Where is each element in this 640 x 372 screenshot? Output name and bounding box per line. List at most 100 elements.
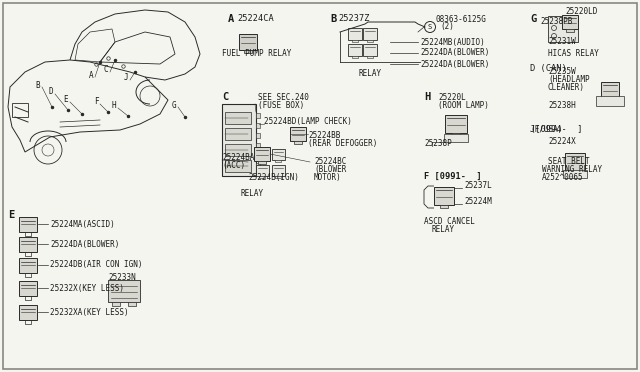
Text: H: H (424, 92, 430, 102)
Bar (271, 148, 285, 160)
Bar (445, 115, 467, 133)
Bar (259, 176, 265, 177)
Text: (ACC): (ACC) (222, 161, 245, 170)
Text: 25238H: 25238H (548, 101, 576, 110)
Text: MOTOR): MOTOR) (314, 173, 342, 182)
Text: FUEL PUMP RELAY: FUEL PUMP RELAY (222, 49, 291, 58)
Text: 25224X: 25224X (548, 137, 576, 146)
Bar (19, 257, 37, 273)
Bar (444, 134, 468, 142)
Bar (244, 50, 252, 53)
Text: (BLOWER: (BLOWER (314, 165, 346, 174)
Text: S: S (428, 24, 432, 30)
Bar (222, 104, 256, 176)
Bar (19, 305, 37, 320)
Bar (562, 15, 578, 29)
Bar (19, 217, 37, 231)
Text: E: E (8, 210, 14, 220)
Text: G: G (530, 14, 536, 24)
Text: D (CAN): D (CAN) (530, 64, 567, 73)
Bar (258, 161, 266, 164)
Bar (367, 40, 373, 42)
Bar (440, 205, 448, 208)
Text: 25224BD(LAMP CHECK): 25224BD(LAMP CHECK) (264, 117, 352, 126)
Text: (2): (2) (440, 22, 454, 31)
Text: CLEANER): CLEANER) (548, 83, 585, 92)
Bar (434, 187, 454, 205)
Text: (REAR DEFOGGER): (REAR DEFOGGER) (308, 139, 378, 148)
Bar (255, 164, 269, 176)
Bar (254, 147, 270, 161)
Text: B: B (330, 14, 336, 24)
Bar (352, 56, 358, 58)
Bar (239, 34, 257, 50)
Bar (596, 96, 624, 106)
Text: 25235W: 25235W (548, 67, 576, 76)
Text: (FUSE BOX): (FUSE BOX) (258, 101, 304, 110)
Text: F: F (93, 97, 99, 106)
Bar (275, 176, 281, 177)
Text: A: A (228, 14, 234, 24)
Text: SEAT BELT: SEAT BELT (548, 157, 589, 166)
Text: G: G (172, 100, 176, 109)
Bar (571, 171, 579, 174)
Bar (108, 280, 140, 302)
Bar (256, 123, 260, 128)
Text: 25232XA(KEY LESS): 25232XA(KEY LESS) (50, 308, 129, 317)
Text: J: J (124, 74, 128, 83)
Text: WARNING RELAY: WARNING RELAY (542, 165, 602, 174)
Bar (367, 56, 373, 58)
Text: 25224CA: 25224CA (237, 14, 274, 23)
Bar (271, 164, 285, 176)
Text: 25224MA(ASCID): 25224MA(ASCID) (50, 219, 115, 228)
Text: ASCD CANCEL: ASCD CANCEL (424, 217, 475, 226)
Text: A: A (89, 71, 93, 80)
Bar (363, 44, 377, 56)
Text: C: C (222, 92, 228, 102)
Text: HICAS RELAY: HICAS RELAY (548, 49, 599, 58)
Bar (256, 113, 260, 118)
Text: 25237Z: 25237Z (338, 14, 369, 23)
Text: RELAY: RELAY (241, 189, 264, 198)
Bar (256, 153, 260, 158)
Text: F [0991-  ]: F [0991- ] (424, 172, 482, 181)
Text: 25224BB: 25224BB (308, 131, 340, 140)
Text: E: E (64, 96, 68, 105)
Text: (F/USA): (F/USA) (530, 125, 563, 134)
Text: 25233N: 25233N (108, 273, 136, 282)
Bar (363, 28, 377, 40)
Text: 25224MB(AUDIO): 25224MB(AUDIO) (420, 38, 484, 46)
Bar (606, 98, 614, 101)
Bar (128, 302, 136, 306)
Bar (112, 302, 120, 306)
Text: (HEADLAMP: (HEADLAMP (548, 75, 589, 84)
Bar (348, 28, 362, 40)
Bar (12, 103, 28, 117)
Text: 25238P: 25238P (424, 139, 452, 148)
Text: 25224B(IGN): 25224B(IGN) (248, 173, 299, 182)
Bar (275, 160, 281, 161)
Text: 25224M: 25224M (464, 197, 492, 206)
Text: 25224DA(BLOWER): 25224DA(BLOWER) (50, 240, 120, 248)
Text: C: C (104, 65, 108, 74)
Text: A252^0065: A252^0065 (542, 173, 584, 182)
Text: 08363-6125G: 08363-6125G (436, 15, 487, 24)
Text: 25224DA(BLOWER): 25224DA(BLOWER) (420, 60, 490, 68)
Bar (452, 133, 460, 136)
Text: 25224BC: 25224BC (314, 157, 346, 166)
Text: 25231W: 25231W (548, 37, 576, 46)
Bar (225, 128, 251, 140)
Text: B: B (36, 80, 40, 90)
Text: RELAY: RELAY (358, 69, 381, 78)
Text: 25238PB: 25238PB (540, 17, 572, 26)
Text: J[0994-  ]: J[0994- ] (530, 124, 582, 133)
Bar (548, 16, 578, 42)
Text: 25224DA(BLOWER): 25224DA(BLOWER) (420, 48, 490, 58)
Bar (225, 160, 251, 172)
Bar (225, 144, 251, 156)
Bar (352, 40, 358, 42)
Bar (601, 82, 619, 98)
Bar (256, 163, 260, 168)
Bar (19, 280, 37, 295)
Text: 25220LD: 25220LD (565, 7, 597, 16)
